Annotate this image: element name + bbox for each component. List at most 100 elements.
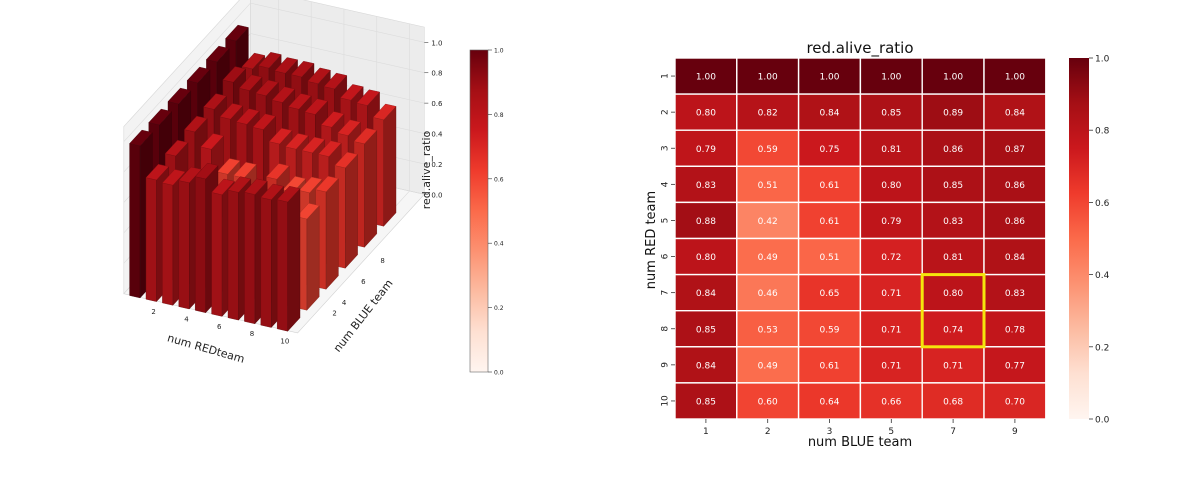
heatmap-colorbar-tick-label: 1.0 <box>1095 55 1110 65</box>
heatmap-value-label: 0.72 <box>881 253 901 263</box>
heatmap-cell <box>859 57 923 95</box>
bar3d-bar-top <box>258 52 282 69</box>
heatmap-cell <box>797 165 862 204</box>
bar3d-z-tick-label: 0.4 <box>431 131 443 139</box>
heatmap-y-tick-label: 6 <box>661 253 671 259</box>
heatmap-y-tick-label: 1 <box>661 73 671 79</box>
heatmap-cell <box>674 273 738 312</box>
heatmap-value-label: 0.65 <box>819 289 839 299</box>
bar3d-z-tick-label: 0.8 <box>431 70 442 78</box>
heatmap-colorbar-gradient <box>1069 58 1089 419</box>
heatmap-value-label: 0.75 <box>819 145 839 155</box>
heatmap-highlight-box <box>920 273 986 349</box>
heatmap-x-tick-label: 2 <box>765 427 771 437</box>
bar3d-bar-top <box>301 136 326 154</box>
heatmap-x-tick-label: 1 <box>703 427 709 437</box>
bar3d-bar-top <box>307 67 331 84</box>
heatmap-colorbar-ticks: 0.0 0.2 0.4 0.6 0.8 1.0 <box>1089 55 1110 426</box>
heatmap-title: red.alive_ratio <box>806 39 913 58</box>
bar3d-bar-top <box>268 127 293 145</box>
heatmap-cell <box>797 93 862 131</box>
bar3d-z-tick-label: 1.0 <box>431 39 442 47</box>
heatmap-value-label: 0.84 <box>819 109 839 119</box>
bar3d-bar-face <box>194 176 206 313</box>
heatmap-value-label: 0.49 <box>758 253 778 263</box>
bar3d-bar-top <box>252 113 276 130</box>
bar3d-bar-top <box>334 151 358 169</box>
heatmap-value-label: 0.84 <box>696 289 716 299</box>
bar3d-bar-top <box>271 86 296 103</box>
bar3d-y-tick-label: 8 <box>380 257 384 265</box>
bar3d-bar-top <box>216 158 241 175</box>
bar3d-bar-face <box>383 105 397 227</box>
heatmap-cell <box>921 310 985 348</box>
heatmap-y-tick-label: 10 <box>661 395 671 407</box>
heatmap-value-label: 0.71 <box>881 289 901 299</box>
heatmap-y-tick-label: 9 <box>661 362 671 368</box>
bar3d-bar-face <box>162 182 174 306</box>
bar3d-colorbar-tick-label: 0.6 <box>494 176 504 183</box>
bar3d-colorbar-ticks: 0.0 0.2 0.4 0.6 0.8 1.0 <box>488 48 504 377</box>
bar3d-bar-top <box>227 176 252 193</box>
bar3d-colorbar-tick-label: 0.0 <box>494 370 504 377</box>
heatmap-value-label: 0.87 <box>1005 145 1025 155</box>
heatmap-cell <box>674 346 738 384</box>
heatmap-cell <box>674 201 738 240</box>
heatmap-value-label: 0.83 <box>696 181 716 191</box>
bar3d-bar-top <box>340 84 364 101</box>
bar3d-bar-top <box>238 74 263 91</box>
heatmap-value-label: 0.79 <box>881 217 901 227</box>
heatmap-value-labels: 1.00 1.00 1.00 1.00 1.00 1.00 0.80 0.82 0.84 0.85… <box>696 73 1025 408</box>
heatmap-value-label: 0.84 <box>696 361 716 371</box>
heatmap-value-label: 1.00 <box>881 73 901 83</box>
heatmap-cell <box>797 57 862 95</box>
heatmap-cell <box>983 346 1047 384</box>
heatmap-colorbar-tick-label: 0.4 <box>1095 271 1110 281</box>
bar3d-z-axis-label: red.alive_ratio <box>420 130 433 209</box>
bar3d-bar-face <box>260 197 272 328</box>
bar3d-bar-top <box>337 119 361 136</box>
heatmap-cell <box>983 382 1047 420</box>
bar3d-bar-top <box>372 103 397 121</box>
heatmap-value-label: 0.77 <box>1005 361 1025 371</box>
heatmap-x-tick-label: 9 <box>1012 427 1018 437</box>
bar3d-bar <box>353 127 378 248</box>
bar3d-x-tick-label: 2 <box>151 308 155 316</box>
heatmap-cell <box>983 310 1047 348</box>
heatmap-x-tick-label: 5 <box>888 427 894 437</box>
heatmap-value-label: 0.61 <box>819 217 839 227</box>
heatmap-value-label: 1.00 <box>758 73 778 83</box>
heatmap-value-label: 0.79 <box>696 145 716 155</box>
heatmap-cell <box>797 310 862 348</box>
heatmap-value-label: 0.74 <box>943 325 963 335</box>
heatmap-y-tick-label: 7 <box>661 290 671 296</box>
heatmap-colorbar-tick-label: 0.8 <box>1095 127 1110 137</box>
heatmap-value-label: 0.89 <box>943 109 963 119</box>
bar3d-bar <box>276 185 301 332</box>
heatmap-cell <box>983 165 1047 204</box>
heatmap-value-label: 0.85 <box>696 325 716 335</box>
heatmap-value-label: 0.84 <box>1005 109 1025 119</box>
heatmap-y-tick-label: 5 <box>661 218 671 224</box>
bar3d-bar-top <box>304 98 328 115</box>
bar3d-bar-face <box>325 177 339 290</box>
bar3d-colorbar-tick-label: 1.0 <box>494 48 504 55</box>
bar3d-bar-face <box>145 177 157 302</box>
bar3d-bar-top <box>184 115 208 133</box>
bar3d-bar-face <box>227 189 239 321</box>
bar3d-bar-top <box>285 133 309 150</box>
bar3d-bar-top <box>323 72 348 90</box>
heatmap-cells <box>674 57 1047 420</box>
heatmap-value-label: 0.86 <box>1005 181 1025 191</box>
bar3d-bar-top <box>162 169 186 186</box>
bar3d-bar-top <box>186 66 211 84</box>
bar3d-bar-face <box>244 191 256 325</box>
bar3d-bars <box>129 24 397 332</box>
heatmap-value-label: 0.83 <box>943 217 963 227</box>
bar3d-bar-face <box>129 143 141 299</box>
heatmap-value-label: 0.88 <box>696 217 716 227</box>
bar3d-bar-top <box>200 133 224 150</box>
bar3d-y-tick-label: 2 <box>332 310 336 318</box>
